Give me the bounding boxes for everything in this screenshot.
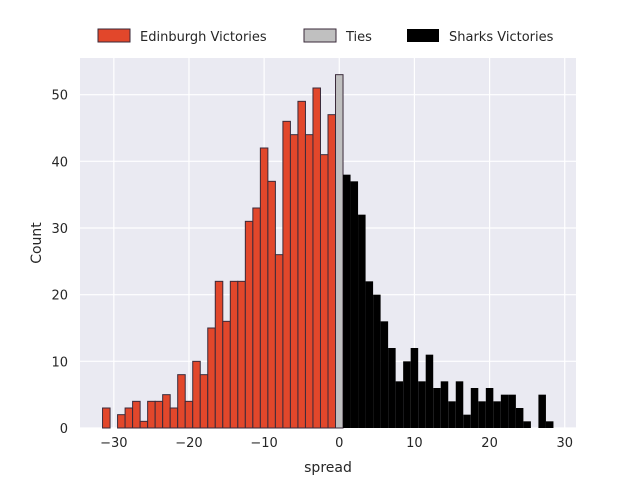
histogram-bar — [207, 327, 216, 429]
histogram-bar — [237, 280, 246, 429]
x-tick-label: −20 — [175, 436, 202, 451]
legend: Edinburgh Victories Ties Sharks Victories — [97, 28, 554, 45]
histogram-bar — [199, 374, 209, 429]
histogram-bar — [448, 401, 456, 428]
histogram-bar — [343, 174, 351, 428]
histogram-bar — [244, 220, 254, 429]
histogram-bar — [418, 381, 426, 428]
histogram-bar — [538, 394, 546, 428]
histogram-bar — [289, 134, 299, 429]
histogram-bar — [433, 388, 441, 428]
histogram-bar — [455, 381, 464, 428]
histogram-bar — [147, 400, 156, 429]
histogram-bar — [312, 87, 321, 429]
histogram-bar — [132, 400, 141, 429]
legend-label: Edinburgh Victories — [140, 30, 267, 45]
x-tick-label: 0 — [335, 436, 343, 451]
histogram-bar — [192, 360, 201, 429]
histogram-bar — [508, 394, 516, 428]
histogram-bar — [365, 281, 374, 428]
y-tick-label: 10 — [51, 355, 68, 370]
histogram-bar — [222, 320, 231, 429]
histogram-bar — [327, 114, 337, 429]
histogram-bar — [297, 100, 306, 429]
histogram-bar — [169, 407, 179, 429]
histogram-bar — [500, 394, 509, 428]
legend-swatch — [407, 29, 439, 42]
x-tick-label: 20 — [481, 436, 498, 451]
histogram-bar — [493, 401, 501, 428]
histogram-bar — [304, 134, 314, 429]
legend-swatch — [97, 28, 131, 43]
histogram-bar — [395, 381, 404, 428]
histogram-bar — [267, 180, 276, 429]
histogram-bar — [229, 280, 239, 429]
histogram-bars — [102, 74, 554, 429]
histogram-bar — [319, 154, 329, 429]
x-tick-label: 10 — [406, 436, 423, 451]
histogram-bar — [403, 361, 411, 428]
y-axis-ticks: 0 10 20 30 40 50 — [51, 89, 68, 437]
histogram-bar — [154, 400, 164, 429]
histogram-bar — [274, 254, 284, 429]
y-tick-label: 0 — [60, 422, 68, 437]
histogram-bar — [162, 394, 171, 429]
histogram-bar — [425, 354, 434, 428]
y-tick-label: 30 — [51, 222, 68, 237]
histogram-bar — [440, 381, 449, 428]
histogram-bar — [545, 421, 554, 428]
x-axis-ticks: −30 −20 −10 0 10 20 30 — [100, 436, 573, 451]
histogram-bar — [214, 280, 224, 429]
x-tick-label: 30 — [556, 436, 573, 451]
histogram-bar — [282, 120, 291, 429]
histogram-bar — [478, 401, 486, 428]
histogram-bar — [463, 414, 471, 428]
histogram-bar — [380, 321, 389, 428]
histogram-bar — [470, 388, 479, 428]
histogram-bar — [259, 147, 269, 429]
x-tick-label: −30 — [100, 436, 127, 451]
histogram-bar — [102, 407, 111, 429]
y-axis-title: Count — [29, 222, 45, 264]
histogram-bar — [388, 348, 396, 428]
histogram-bar — [523, 421, 531, 428]
histogram-bar — [358, 214, 366, 428]
y-tick-label: 20 — [51, 289, 68, 304]
x-axis-title: spread — [304, 460, 352, 476]
histogram-bar — [139, 420, 149, 429]
histogram-bar — [184, 400, 194, 429]
histogram-bar — [252, 207, 261, 429]
legend-swatch — [303, 28, 337, 43]
histogram-bar — [117, 414, 126, 429]
histogram-bar — [124, 407, 134, 429]
x-tick-label: −10 — [250, 436, 277, 451]
histogram-bar — [373, 294, 381, 428]
histogram-bar — [335, 74, 344, 429]
histogram-bar — [410, 348, 419, 428]
legend-label: Ties — [345, 30, 372, 45]
y-tick-label: 40 — [51, 155, 68, 170]
y-tick-label: 50 — [51, 89, 68, 104]
histogram-bar — [515, 408, 524, 428]
histogram-bar — [350, 181, 359, 428]
histogram-bar — [485, 388, 494, 428]
legend-label: Sharks Victories — [449, 30, 554, 45]
histogram-bar — [177, 374, 186, 429]
